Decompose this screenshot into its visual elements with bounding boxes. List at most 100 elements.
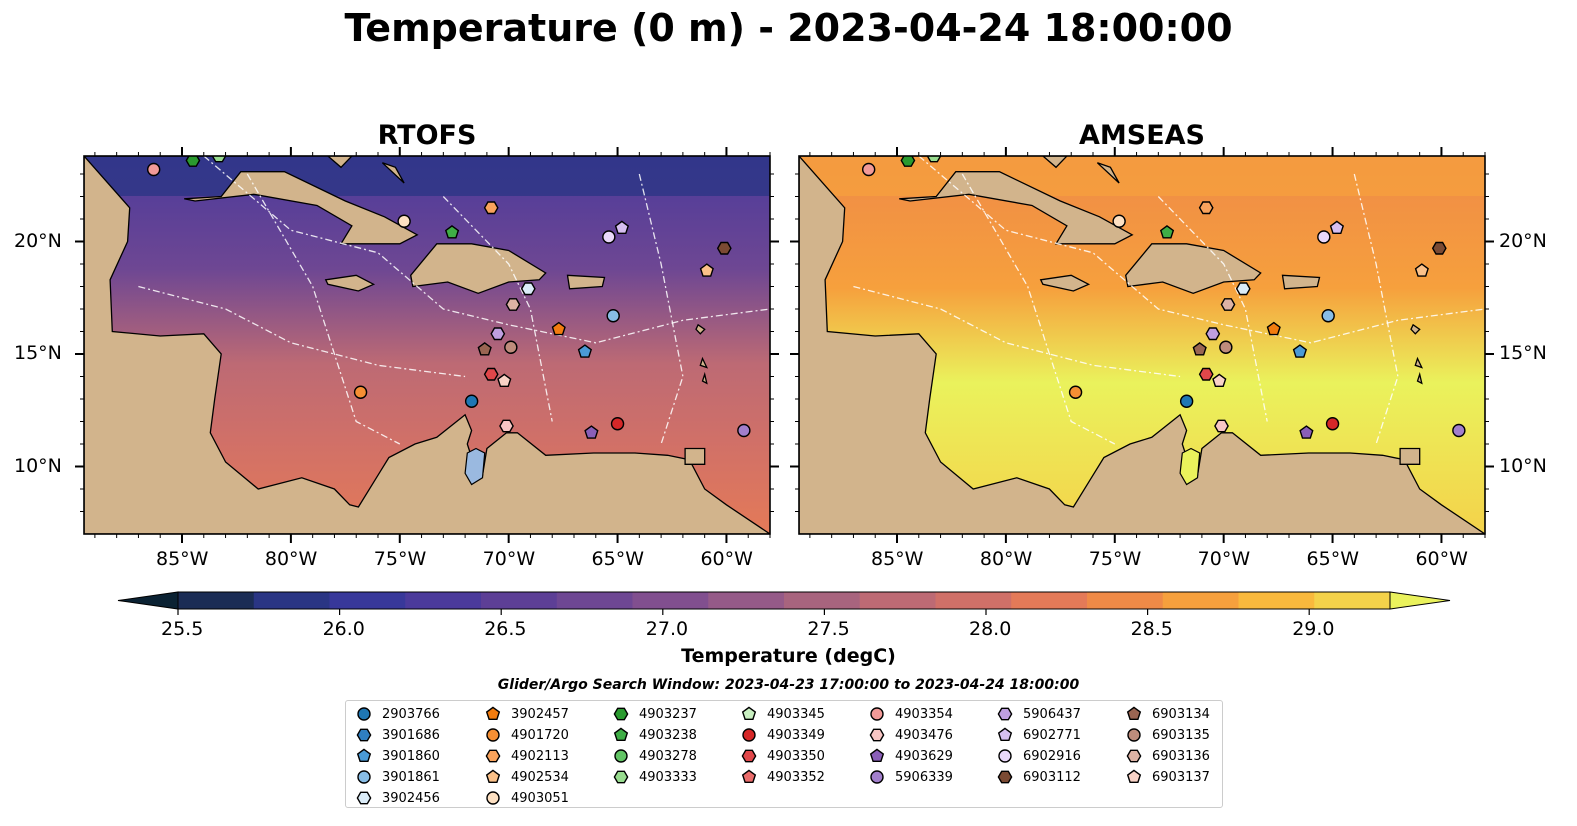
circle-marker-icon: [870, 707, 884, 721]
colorbar-segment: [935, 592, 1012, 609]
legend-item-label: 4901720: [511, 727, 569, 743]
float-marker-3902457: [1266, 321, 1281, 336]
legend-marker-5906339: [870, 770, 884, 784]
legend-marker-3901686: [356, 728, 372, 742]
land-florida: [799, 156, 1003, 157]
colorbar-tick-label: 27.5: [807, 618, 850, 640]
float-marker-6903135: [1219, 340, 1233, 354]
land-hispaniola: [1125, 243, 1262, 294]
legend-item-label: 4903352: [767, 769, 825, 785]
pentagon-marker-icon: [485, 769, 501, 784]
land-antilles2: [699, 356, 709, 369]
legend-item: 6903134: [1124, 705, 1210, 723]
float-marker-4901720: [353, 385, 368, 399]
legend-marker-6902916: [998, 749, 1012, 763]
legend-marker-4903354: [870, 707, 884, 721]
legend-marker-4903349: [742, 728, 756, 742]
legend-item-label: 4903354: [895, 706, 953, 722]
pentagon-marker-icon: [997, 727, 1013, 742]
float-marker-2903766: [1179, 394, 1194, 408]
colorbar-tick-label: 27.0: [645, 618, 689, 640]
legend-marker-4903237: [613, 707, 629, 721]
colorbar-tick-label: 28.0: [969, 618, 1012, 640]
float-marker-4903237: [185, 156, 201, 167]
legend-item: 5906437: [995, 705, 1081, 723]
legend-marker-3902456: [356, 791, 372, 805]
float-marker-6902916: [1317, 230, 1331, 244]
legend-item: 5906339: [867, 768, 953, 786]
hexagon-marker-icon: [356, 728, 372, 742]
lon-tick-label: 80°W: [264, 548, 318, 570]
legend-item: 3902457: [483, 705, 569, 723]
colorbar-tick-label: 26.5: [484, 618, 527, 640]
hexagon-marker-icon: [613, 707, 629, 721]
land-jamaica: [1039, 274, 1091, 292]
legend-item: 4903354: [867, 705, 953, 723]
legend-item: 4903349: [739, 726, 825, 744]
circle-marker-icon: [998, 749, 1012, 763]
legend-marker-6903112: [997, 770, 1013, 784]
legend-marker-6902771: [997, 727, 1013, 742]
legend-item-label: 6903136: [1152, 748, 1210, 764]
colorbar-segment: [329, 592, 406, 609]
float-marker-4903051: [397, 214, 411, 228]
colorbar-tick-label: 26.0: [322, 618, 365, 640]
map-frame: [798, 155, 1486, 535]
circle-marker-icon: [614, 749, 628, 763]
legend-item-label: 5906339: [895, 769, 953, 785]
legend-item-label: 4903238: [639, 727, 697, 743]
lon-tick-label: 70°W: [482, 548, 536, 570]
float-marker-5906339: [1452, 423, 1466, 438]
pentagon-marker-icon: [1126, 769, 1142, 784]
hexagon-marker-icon: [485, 749, 501, 763]
lon-tick-label: 60°W: [1415, 548, 1468, 570]
legend-item-label: 6903135: [1152, 727, 1210, 743]
lake-maracaibo: [464, 447, 486, 486]
float-marker-4903476: [1214, 419, 1229, 433]
circle-marker-icon: [357, 770, 371, 784]
float-marker-6902771: [1329, 220, 1345, 235]
float-marker-4903333: [926, 156, 942, 163]
legend-marker-3902457: [485, 706, 501, 721]
pentagon-marker-icon: [485, 706, 501, 721]
legend-item-label: 6902916: [1023, 748, 1081, 764]
legend-item-label: 4903349: [767, 727, 825, 743]
float-marker-3902456: [520, 282, 536, 296]
land-puertorico: [566, 274, 606, 290]
land-florida: [84, 156, 288, 157]
float-marker-4903349: [1325, 417, 1340, 431]
legend-item: 4903238: [611, 726, 697, 744]
circle-marker-icon: [1127, 728, 1141, 742]
colorbar-segment: [253, 592, 330, 609]
float-marker-6903134: [477, 342, 492, 356]
land-antilles: [695, 323, 706, 335]
colorbar-extend-high: [1389, 591, 1451, 610]
legend-marker-4902113: [485, 749, 501, 763]
legend: 2903766 3901686 3901860 3901861 3902456 39024…: [345, 700, 1223, 808]
legend-item-label: 4902534: [511, 769, 569, 785]
pentagon-marker-icon: [741, 706, 757, 721]
legend-marker-4903051: [486, 791, 500, 805]
legend-marker-4903238: [613, 727, 629, 742]
land-jamaica: [324, 274, 376, 292]
float-marker-3902457: [551, 321, 566, 336]
legend-item: 4903350: [739, 747, 825, 765]
hexagon-marker-icon: [741, 749, 757, 763]
colorbar-tick-label: 25.5: [161, 618, 204, 640]
legend-item-label: 4903350: [767, 748, 825, 764]
float-marker-4902113: [483, 201, 499, 215]
legend-item-label: 3902457: [511, 706, 569, 722]
legend-item-label: 4903333: [639, 769, 697, 785]
legend-item: 4903278: [611, 747, 697, 765]
float-marker-3901860: [1292, 344, 1308, 358]
lon-tick-label: 65°W: [591, 548, 645, 570]
colorbar-extend-low: [117, 591, 179, 610]
map-panel-amseas: [799, 156, 1485, 534]
legend-marker-5906437: [997, 707, 1013, 721]
legend-item: 6903137: [1124, 768, 1210, 786]
float-marker-4903629: [1299, 425, 1314, 439]
lon-tick-label: 75°W: [1088, 548, 1142, 570]
panel-title-rtofs: RTOFS: [377, 120, 477, 151]
legend-marker-3901861: [357, 770, 371, 784]
legend-item: 4903345: [739, 705, 825, 723]
